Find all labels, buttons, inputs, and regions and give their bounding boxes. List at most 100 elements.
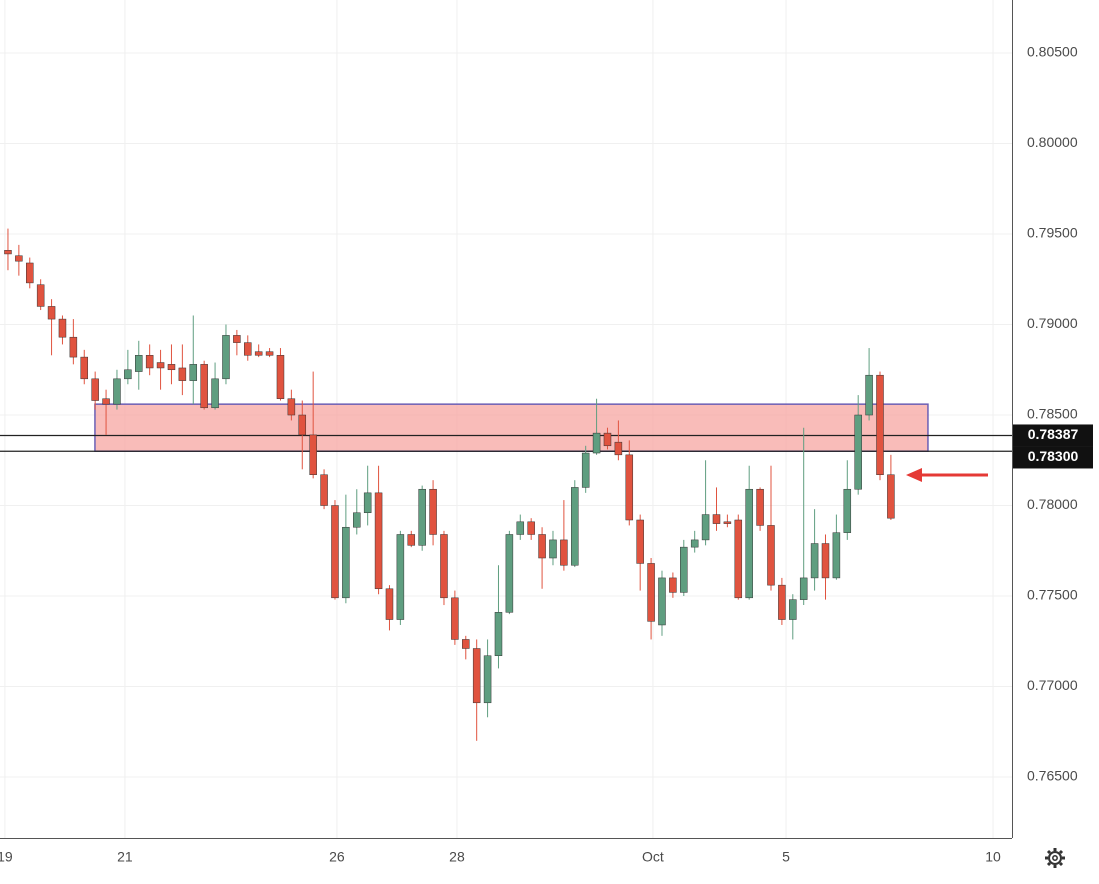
candle-body bbox=[745, 488, 753, 599]
candle-body bbox=[625, 454, 634, 521]
candle-body bbox=[756, 488, 764, 526]
candle-body bbox=[560, 539, 568, 566]
candle-body bbox=[331, 505, 339, 599]
x-tick-label: Oct bbox=[642, 849, 664, 865]
x-tick-label: 19 bbox=[0, 849, 13, 865]
candle-body bbox=[276, 355, 285, 399]
candle-body bbox=[789, 599, 797, 620]
candle-body bbox=[385, 588, 394, 620]
settings-button[interactable] bbox=[1045, 848, 1065, 868]
candle-body bbox=[462, 639, 470, 649]
y-tick-label: 0.80000 bbox=[1027, 134, 1078, 150]
candle-body bbox=[145, 355, 154, 369]
candle-body bbox=[778, 584, 786, 620]
gear-ring[interactable] bbox=[1048, 851, 1062, 865]
candle-body bbox=[767, 525, 775, 586]
candle-body bbox=[15, 255, 23, 262]
candle-body bbox=[396, 534, 405, 620]
axes: 0.76500 0.77000 0.77500 0.78000 0.78500 0.790… bbox=[0, 44, 1093, 865]
candle-body bbox=[483, 655, 492, 704]
candle-body bbox=[843, 488, 852, 533]
candle-body bbox=[887, 474, 895, 519]
y-tick-label: 0.76500 bbox=[1027, 768, 1078, 784]
y-tick-label: 0.79500 bbox=[1027, 225, 1078, 241]
price-label-box bbox=[1013, 446, 1093, 469]
candle-body bbox=[516, 521, 525, 535]
price-label-box bbox=[1013, 424, 1093, 447]
candle-body bbox=[832, 532, 841, 579]
candle-body bbox=[505, 534, 514, 613]
candle-body bbox=[309, 434, 317, 475]
candle-body bbox=[254, 351, 263, 356]
candle-body bbox=[527, 521, 535, 535]
candle-body bbox=[363, 492, 372, 514]
candle-body bbox=[690, 539, 699, 548]
candle-body bbox=[342, 526, 350, 599]
candle-body bbox=[320, 474, 328, 506]
candle-body bbox=[244, 342, 252, 356]
candle-body bbox=[26, 262, 34, 284]
candle-body bbox=[865, 374, 873, 416]
candle-body bbox=[647, 563, 655, 622]
candle-body bbox=[429, 488, 437, 535]
candle-body bbox=[723, 521, 732, 524]
y-tick-label: 0.78000 bbox=[1027, 496, 1078, 512]
candle-body bbox=[178, 367, 187, 381]
candle-body bbox=[418, 488, 426, 546]
candle-body bbox=[680, 546, 688, 593]
x-tick-label: 10 bbox=[985, 849, 1001, 865]
candle-body bbox=[167, 364, 176, 371]
x-tick-label: 21 bbox=[117, 849, 133, 865]
candle-body bbox=[124, 369, 132, 380]
candle-body bbox=[135, 355, 143, 372]
candle-body bbox=[222, 335, 230, 380]
arrow-head bbox=[906, 468, 922, 482]
candle-body bbox=[821, 543, 830, 579]
candle-body bbox=[36, 284, 45, 307]
x-tick-label: 28 bbox=[449, 849, 465, 865]
gear-teeth[interactable] bbox=[1045, 848, 1065, 868]
x-tick-label: 26 bbox=[329, 849, 345, 865]
candle-body bbox=[712, 514, 721, 524]
candle-body bbox=[113, 378, 121, 405]
price-label: 0.78300 bbox=[1028, 448, 1079, 464]
candle-body bbox=[451, 597, 459, 640]
candle-body bbox=[200, 364, 208, 409]
candle-body bbox=[265, 351, 274, 356]
price-zone bbox=[94, 403, 929, 452]
candle-body bbox=[658, 577, 666, 626]
candle-body bbox=[374, 492, 383, 590]
candle-body bbox=[91, 378, 99, 401]
gear-center[interactable] bbox=[1052, 855, 1058, 861]
candle-body bbox=[407, 534, 416, 546]
candle-body bbox=[603, 432, 612, 447]
candle-body bbox=[538, 534, 546, 559]
candle-body bbox=[353, 512, 361, 528]
y-tick-label: 0.77500 bbox=[1027, 587, 1078, 603]
y-tick-label: 0.80500 bbox=[1027, 44, 1078, 60]
candle-body bbox=[876, 374, 884, 475]
candle-body bbox=[80, 356, 89, 380]
candle-body bbox=[233, 335, 241, 343]
candle-body bbox=[287, 398, 296, 416]
candle-body bbox=[614, 441, 623, 456]
candle-body bbox=[571, 487, 579, 566]
candle-body bbox=[799, 577, 808, 600]
candle-body bbox=[549, 539, 557, 559]
candle-body bbox=[298, 414, 307, 436]
plot bbox=[0, 228, 1012, 741]
candle-body bbox=[854, 414, 862, 490]
candle-body bbox=[69, 336, 78, 358]
price-label: 0.78387 bbox=[1028, 426, 1079, 442]
candle-body bbox=[810, 543, 819, 579]
y-tick-label: 0.79000 bbox=[1027, 315, 1078, 331]
candle-body bbox=[734, 519, 743, 599]
y-tick-label: 0.78500 bbox=[1027, 406, 1078, 422]
candle-body bbox=[47, 306, 56, 320]
y-tick-label: 0.77000 bbox=[1027, 677, 1078, 693]
candle-body bbox=[58, 318, 67, 338]
candle-body bbox=[102, 398, 110, 405]
candle-body bbox=[669, 577, 677, 593]
candle-body bbox=[494, 612, 503, 656]
